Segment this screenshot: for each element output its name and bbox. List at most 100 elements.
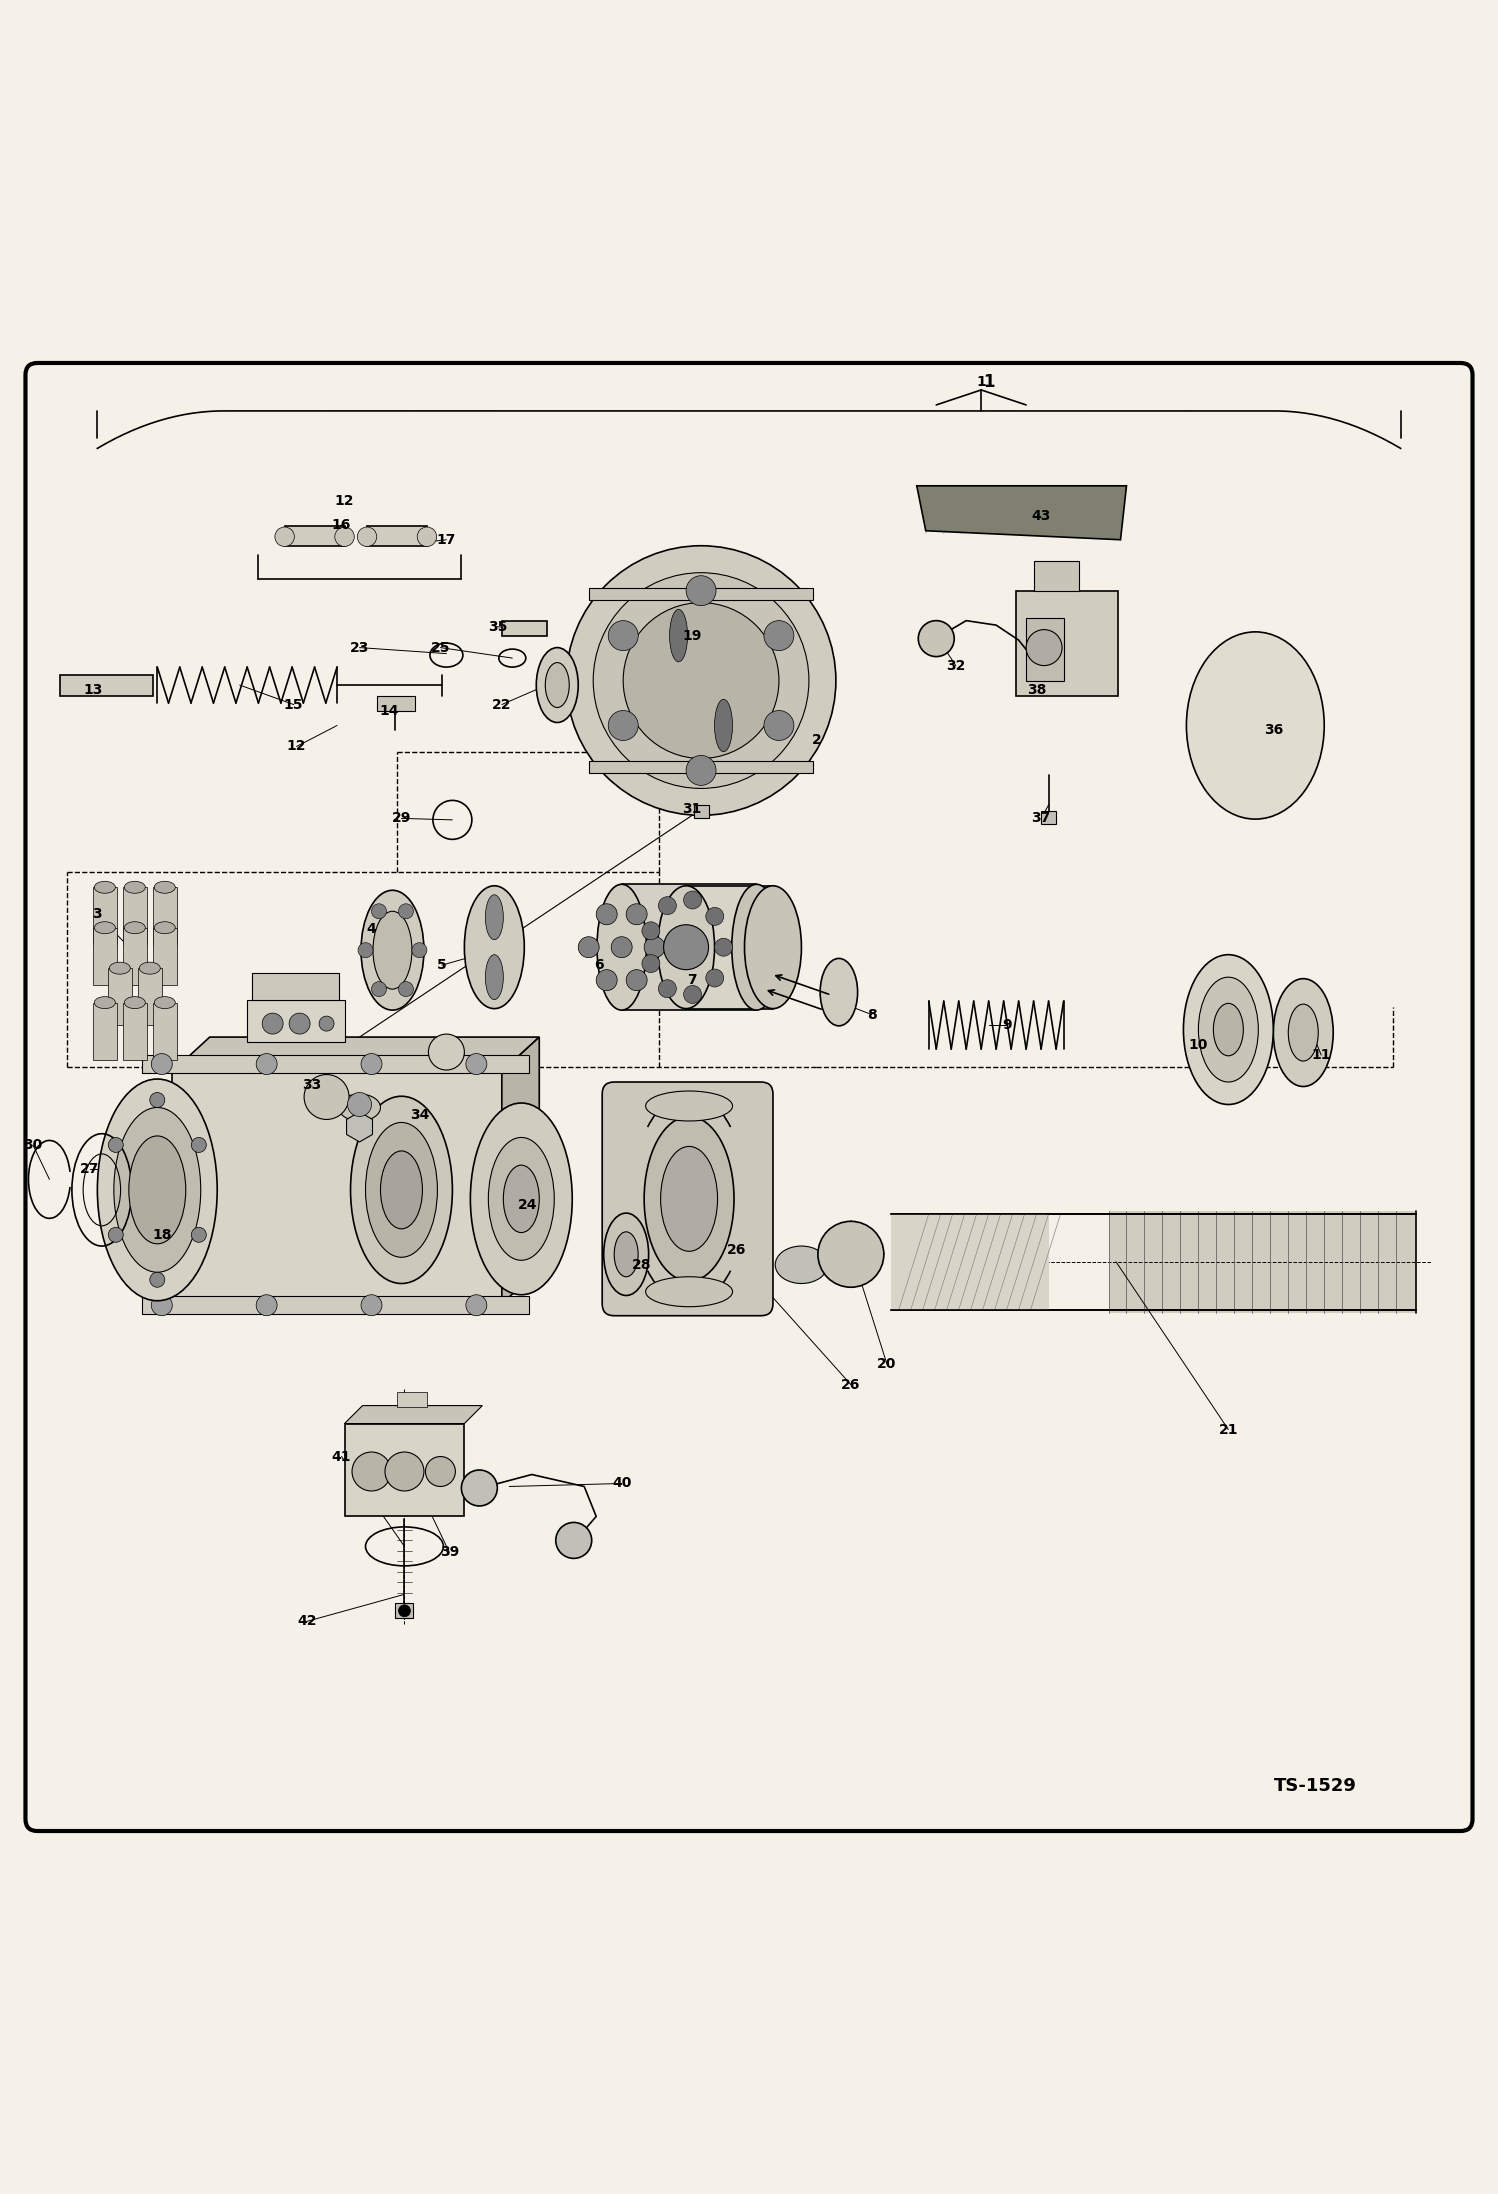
Circle shape — [428, 1033, 464, 1071]
Bar — [153, 928, 177, 985]
Ellipse shape — [745, 886, 801, 1009]
Ellipse shape — [1288, 1005, 1318, 1062]
Ellipse shape — [545, 663, 569, 706]
Bar — [502, 621, 547, 636]
Text: 32: 32 — [947, 658, 965, 674]
Circle shape — [608, 621, 638, 652]
Ellipse shape — [1183, 954, 1273, 1104]
Ellipse shape — [154, 996, 175, 1009]
Ellipse shape — [129, 1136, 186, 1244]
Circle shape — [608, 711, 638, 742]
Circle shape — [659, 897, 676, 915]
Bar — [1026, 619, 1064, 680]
Circle shape — [764, 621, 794, 652]
Circle shape — [151, 1053, 172, 1075]
Ellipse shape — [94, 882, 115, 893]
Ellipse shape — [1186, 632, 1324, 818]
Text: 19: 19 — [683, 630, 701, 643]
Ellipse shape — [731, 884, 782, 1009]
Ellipse shape — [485, 895, 503, 939]
Text: 3: 3 — [93, 908, 102, 921]
Circle shape — [256, 1053, 277, 1075]
Ellipse shape — [94, 921, 115, 935]
Bar — [1016, 590, 1118, 695]
Text: 13: 13 — [84, 682, 102, 695]
Ellipse shape — [380, 1152, 422, 1229]
Ellipse shape — [646, 1277, 733, 1308]
Circle shape — [683, 891, 701, 908]
Circle shape — [659, 981, 676, 998]
Bar — [252, 972, 339, 1000]
Ellipse shape — [776, 1246, 828, 1283]
Text: 4: 4 — [367, 921, 376, 937]
Bar — [622, 884, 756, 1009]
Ellipse shape — [97, 1079, 217, 1301]
Circle shape — [256, 1294, 277, 1316]
Bar — [108, 968, 132, 1025]
Text: 34: 34 — [410, 1108, 428, 1121]
Ellipse shape — [124, 921, 145, 935]
Ellipse shape — [114, 1108, 201, 1273]
Ellipse shape — [536, 647, 578, 722]
Bar — [142, 1297, 529, 1314]
Circle shape — [425, 1457, 455, 1488]
Circle shape — [644, 937, 665, 959]
Circle shape — [348, 1093, 372, 1117]
Ellipse shape — [274, 527, 294, 546]
Ellipse shape — [646, 1090, 733, 1121]
Bar — [345, 1424, 464, 1516]
Circle shape — [706, 970, 724, 987]
Text: 21: 21 — [1218, 1422, 1239, 1437]
Text: 8: 8 — [867, 1007, 876, 1022]
Circle shape — [361, 1053, 382, 1075]
Circle shape — [686, 755, 716, 785]
Text: 33: 33 — [303, 1077, 321, 1093]
Circle shape — [466, 1053, 487, 1075]
Ellipse shape — [139, 963, 160, 974]
Circle shape — [643, 921, 661, 939]
Text: TS-1529: TS-1529 — [1273, 1777, 1357, 1795]
Bar — [891, 1213, 1041, 1310]
Circle shape — [715, 939, 733, 957]
Circle shape — [398, 1604, 410, 1617]
Circle shape — [764, 711, 794, 742]
Circle shape — [611, 937, 632, 959]
Text: 12: 12 — [286, 739, 307, 753]
Circle shape — [461, 1470, 497, 1505]
Bar — [1109, 1211, 1416, 1312]
Text: 6: 6 — [595, 959, 604, 972]
Circle shape — [626, 970, 647, 992]
Circle shape — [372, 981, 386, 996]
Circle shape — [596, 970, 617, 992]
Circle shape — [361, 1294, 382, 1316]
Bar — [1034, 562, 1079, 590]
Bar — [589, 761, 813, 774]
FancyBboxPatch shape — [25, 362, 1473, 1832]
Circle shape — [593, 573, 809, 788]
Text: 31: 31 — [683, 803, 701, 816]
Bar — [123, 886, 147, 943]
Circle shape — [192, 1136, 207, 1152]
Circle shape — [706, 908, 724, 926]
FancyBboxPatch shape — [602, 1082, 773, 1316]
Polygon shape — [502, 1038, 539, 1303]
Circle shape — [398, 981, 413, 996]
Ellipse shape — [670, 610, 688, 663]
Bar — [247, 1000, 345, 1042]
Ellipse shape — [357, 527, 377, 546]
Bar — [395, 1604, 413, 1619]
Bar — [60, 674, 153, 695]
Ellipse shape — [124, 996, 145, 1009]
Circle shape — [304, 1075, 349, 1119]
Circle shape — [192, 1226, 207, 1242]
Ellipse shape — [351, 1097, 452, 1283]
Text: 17: 17 — [437, 533, 455, 546]
Text: 27: 27 — [81, 1163, 99, 1176]
Text: 30: 30 — [24, 1139, 42, 1152]
Text: 25: 25 — [430, 641, 451, 654]
Text: 26: 26 — [842, 1378, 860, 1391]
Text: 10: 10 — [1189, 1038, 1207, 1051]
Polygon shape — [917, 485, 1126, 540]
Text: 1: 1 — [977, 375, 986, 391]
Circle shape — [151, 1294, 172, 1316]
